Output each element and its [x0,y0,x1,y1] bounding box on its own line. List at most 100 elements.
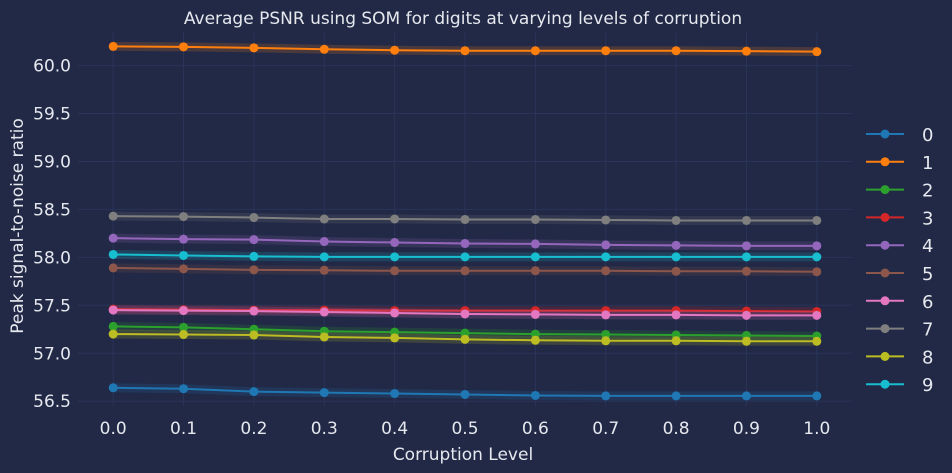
data-point-5-7 [601,266,611,276]
data-point-4-10 [812,241,822,251]
data-point-2-6 [530,329,540,339]
legend-marker-5 [880,268,890,278]
data-point-9-4 [390,252,400,262]
data-point-6-0 [108,305,118,315]
data-point-1-3 [319,44,329,54]
data-point-5-3 [319,265,329,275]
data-point-2-7 [601,330,611,340]
legend-marker-4 [880,240,890,250]
data-point-5-4 [390,266,400,276]
x-tick-label-2: 0.2 [240,419,267,439]
legend-label-7: 7 [922,320,933,341]
series-8 [108,329,822,346]
y-tick-label-2: 57.5 [33,296,71,316]
legend-label-9: 9 [922,375,933,396]
data-point-9-7 [601,252,611,262]
series-layer [108,41,822,401]
series-9 [108,249,822,262]
data-point-4-8 [671,240,681,250]
x-axis-label: Corruption Level [393,445,533,465]
data-point-4-0 [108,233,118,243]
y-axis-label: Peak signal-to-noise ratio [8,118,28,334]
data-point-6-10 [812,310,822,320]
data-point-6-9 [741,310,751,320]
data-point-8-3 [319,332,329,342]
data-point-8-9 [741,336,751,346]
data-point-1-0 [108,41,118,51]
y-tick-label-3: 58.0 [33,248,71,268]
legend: 0 1 2 3 4 5 6 7 8 9 [866,125,933,396]
y-tick-label-5: 59.0 [33,152,71,172]
x-tick-label-5: 0.5 [451,419,478,439]
data-point-7-0 [108,211,118,221]
data-point-2-0 [108,321,118,331]
legend-label-6: 6 [922,292,933,313]
series-2 [108,321,822,341]
data-point-5-2 [249,265,259,275]
data-point-7-9 [741,215,751,225]
legend-item-9: 9 [866,375,933,396]
legend-item-5: 5 [866,264,933,285]
legend-label-4: 4 [922,236,933,257]
legend-item-6: 6 [866,292,933,313]
data-point-8-6 [530,335,540,345]
data-point-0-2 [249,387,259,397]
legend-label-2: 2 [922,181,933,202]
data-point-0-0 [108,383,118,393]
x-tick-label-1: 0.1 [170,419,197,439]
legend-marker-0 [880,129,890,139]
data-point-0-3 [319,388,329,398]
data-point-6-6 [530,309,540,319]
y-tick-label-6: 59.5 [33,105,71,125]
data-point-6-5 [460,309,470,319]
series-6 [108,305,822,320]
legend-label-1: 1 [922,153,933,174]
y-tick-label-0: 56.5 [33,392,71,412]
data-point-7-1 [179,212,189,222]
data-point-5-10 [812,267,822,277]
data-point-1-2 [249,43,259,53]
data-point-7-8 [671,215,681,225]
data-point-9-8 [671,252,681,262]
data-point-7-7 [601,215,611,225]
data-point-5-9 [741,266,751,276]
data-point-6-3 [319,307,329,317]
data-point-8-7 [601,336,611,346]
legend-item-3: 3 [866,208,933,229]
legend-item-4: 4 [866,236,933,257]
legend-item-2: 2 [866,181,933,202]
data-point-1-4 [390,45,400,55]
x-tick-label-8: 0.8 [663,419,690,439]
legend-marker-7 [880,324,890,334]
data-point-4-9 [741,241,751,251]
data-point-1-6 [530,46,540,56]
grid [78,32,852,406]
data-point-8-10 [812,336,822,346]
data-point-7-6 [530,214,540,224]
data-point-1-9 [741,46,751,56]
x-tick-label-4: 0.4 [381,419,408,439]
data-point-5-8 [671,266,681,276]
y-tick-label-1: 57.0 [33,344,71,364]
data-point-0-10 [812,391,822,401]
data-point-9-3 [319,252,329,262]
data-point-9-0 [108,249,118,259]
data-point-4-3 [319,237,329,247]
data-point-9-10 [812,252,822,262]
legend-label-8: 8 [922,347,933,368]
data-point-8-1 [179,330,189,340]
x-axis-ticks: 0.0 0.1 0.2 0.3 0.4 0.5 0.6 0.7 0.8 0.9 1.0 [100,419,831,439]
data-point-0-8 [671,391,681,401]
series-7 [108,211,822,225]
legend-label-3: 3 [922,208,933,229]
data-point-5-6 [530,266,540,276]
data-point-6-7 [601,310,611,320]
data-point-4-2 [249,235,259,245]
y-tick-label-7: 60.0 [33,57,71,77]
data-point-2-5 [460,328,470,338]
series-5 [108,263,822,277]
data-point-8-0 [108,329,118,339]
y-tick-label-4: 58.5 [33,200,71,220]
data-point-4-5 [460,238,470,248]
